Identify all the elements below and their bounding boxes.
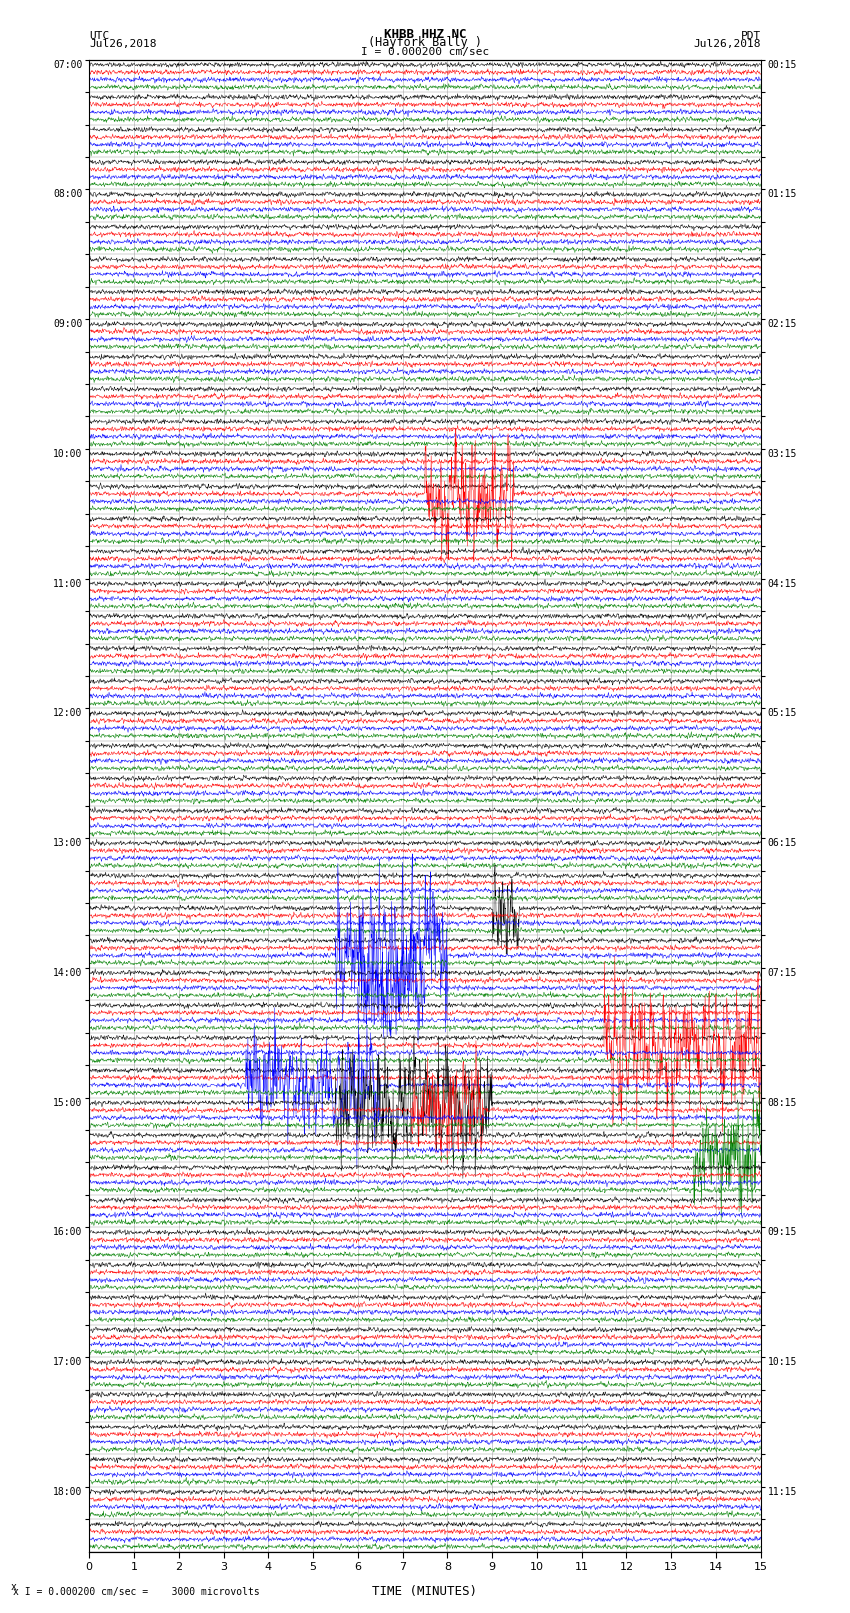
Text: PDT: PDT [740, 31, 761, 40]
Text: UTC: UTC [89, 31, 110, 40]
Text: I = 0.000200 cm/sec: I = 0.000200 cm/sec [361, 47, 489, 58]
Text: (Hayfork Bally ): (Hayfork Bally ) [368, 35, 482, 50]
Text: x: x [10, 1582, 16, 1592]
Text: Jul26,2018: Jul26,2018 [89, 39, 156, 50]
Text: Jul26,2018: Jul26,2018 [694, 39, 761, 50]
X-axis label: TIME (MINUTES): TIME (MINUTES) [372, 1584, 478, 1597]
Text: KHBB HHZ NC: KHBB HHZ NC [383, 27, 467, 40]
Text: x I = 0.000200 cm/sec =    3000 microvolts: x I = 0.000200 cm/sec = 3000 microvolts [13, 1587, 259, 1597]
